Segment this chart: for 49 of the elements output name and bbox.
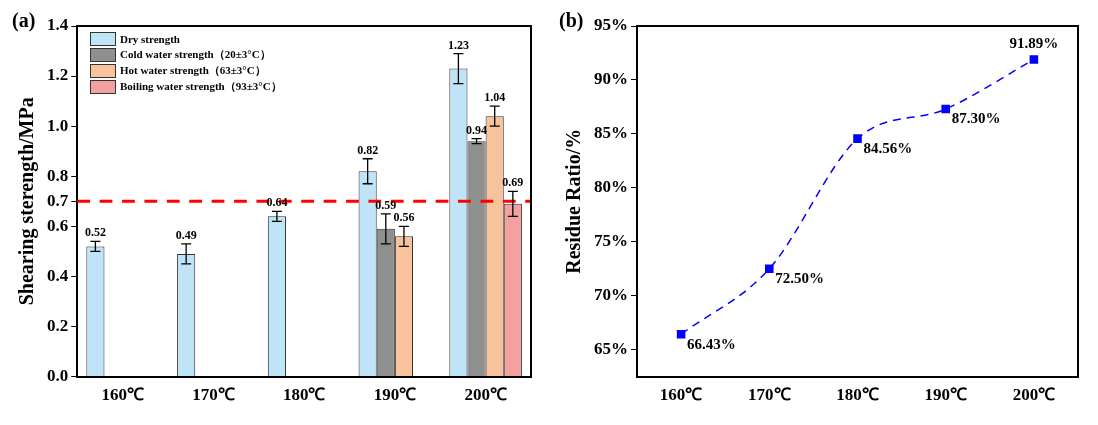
data-label: 0.52 xyxy=(84,225,106,240)
data-label: 1.23 xyxy=(447,37,469,52)
x-tick-label: 200℃ xyxy=(464,385,507,405)
data-label: 87.30% xyxy=(951,110,1001,127)
y-axis-title: Shearing sterength/MPa xyxy=(15,97,39,306)
data-label: 0.69 xyxy=(502,175,524,190)
y-tick-label: 0.8 xyxy=(47,165,69,185)
y-tick-label: 0.7 xyxy=(47,190,69,210)
x-tick-label: 180℃ xyxy=(836,385,879,405)
y-tick-label: 70% xyxy=(594,285,628,305)
data-label: 72.50% xyxy=(775,270,825,287)
legend-label: Dry strength xyxy=(120,33,180,45)
y-tick-label: 80% xyxy=(594,177,628,197)
y-tick-label: 0.6 xyxy=(47,215,69,235)
chart-title: (a) xyxy=(12,9,36,33)
y-tick-label: 85% xyxy=(594,123,628,143)
y-axis-title: Residue Ratio/% xyxy=(562,128,585,274)
x-tick-label: 190℃ xyxy=(373,385,417,405)
y-tick-label: 0.0 xyxy=(47,365,69,385)
chart-title: (b) xyxy=(559,9,584,33)
legend-label: Cold water strength（20±3°C） xyxy=(120,47,271,62)
x-tick-label: 160℃ xyxy=(101,385,144,405)
data-label: 0.56 xyxy=(393,210,415,225)
x-tick-label: 200℃ xyxy=(1012,385,1056,405)
y-tick-label: 1.2 xyxy=(47,65,69,85)
y-tick-label: 0.2 xyxy=(47,315,69,335)
x-tick-label: 180℃ xyxy=(282,385,326,405)
data-label: 84.56% xyxy=(863,140,913,156)
legend-label: Boiling water strength（93±3°C） xyxy=(120,79,282,94)
legend-label: Hot water strength（63±3°C） xyxy=(120,63,266,78)
data-label: 66.43% xyxy=(687,335,736,352)
y-tick-label: 1.0 xyxy=(47,115,69,135)
x-tick-label: 170℃ xyxy=(192,385,235,405)
y-tick-label: 1.4 xyxy=(47,15,69,35)
y-tick-label: 75% xyxy=(594,231,628,251)
x-tick-label: 160℃ xyxy=(659,385,703,405)
y-tick-label: 95% xyxy=(594,15,628,35)
y-tick-label: 90% xyxy=(594,69,628,89)
data-label: 0.59 xyxy=(375,197,397,212)
data-label: 0.49 xyxy=(175,227,197,242)
data-label: 0.82 xyxy=(357,142,379,157)
x-tick-label: 190℃ xyxy=(924,385,967,405)
data-label: 91.89% xyxy=(1009,34,1059,51)
data-label: 0.64 xyxy=(266,195,288,210)
data-label: 0.94 xyxy=(466,122,488,137)
data-label: 1.04 xyxy=(484,90,506,105)
y-tick-label: 65% xyxy=(594,339,628,359)
y-tick-label: 0.4 xyxy=(47,265,69,285)
x-tick-label: 170℃ xyxy=(748,385,791,405)
